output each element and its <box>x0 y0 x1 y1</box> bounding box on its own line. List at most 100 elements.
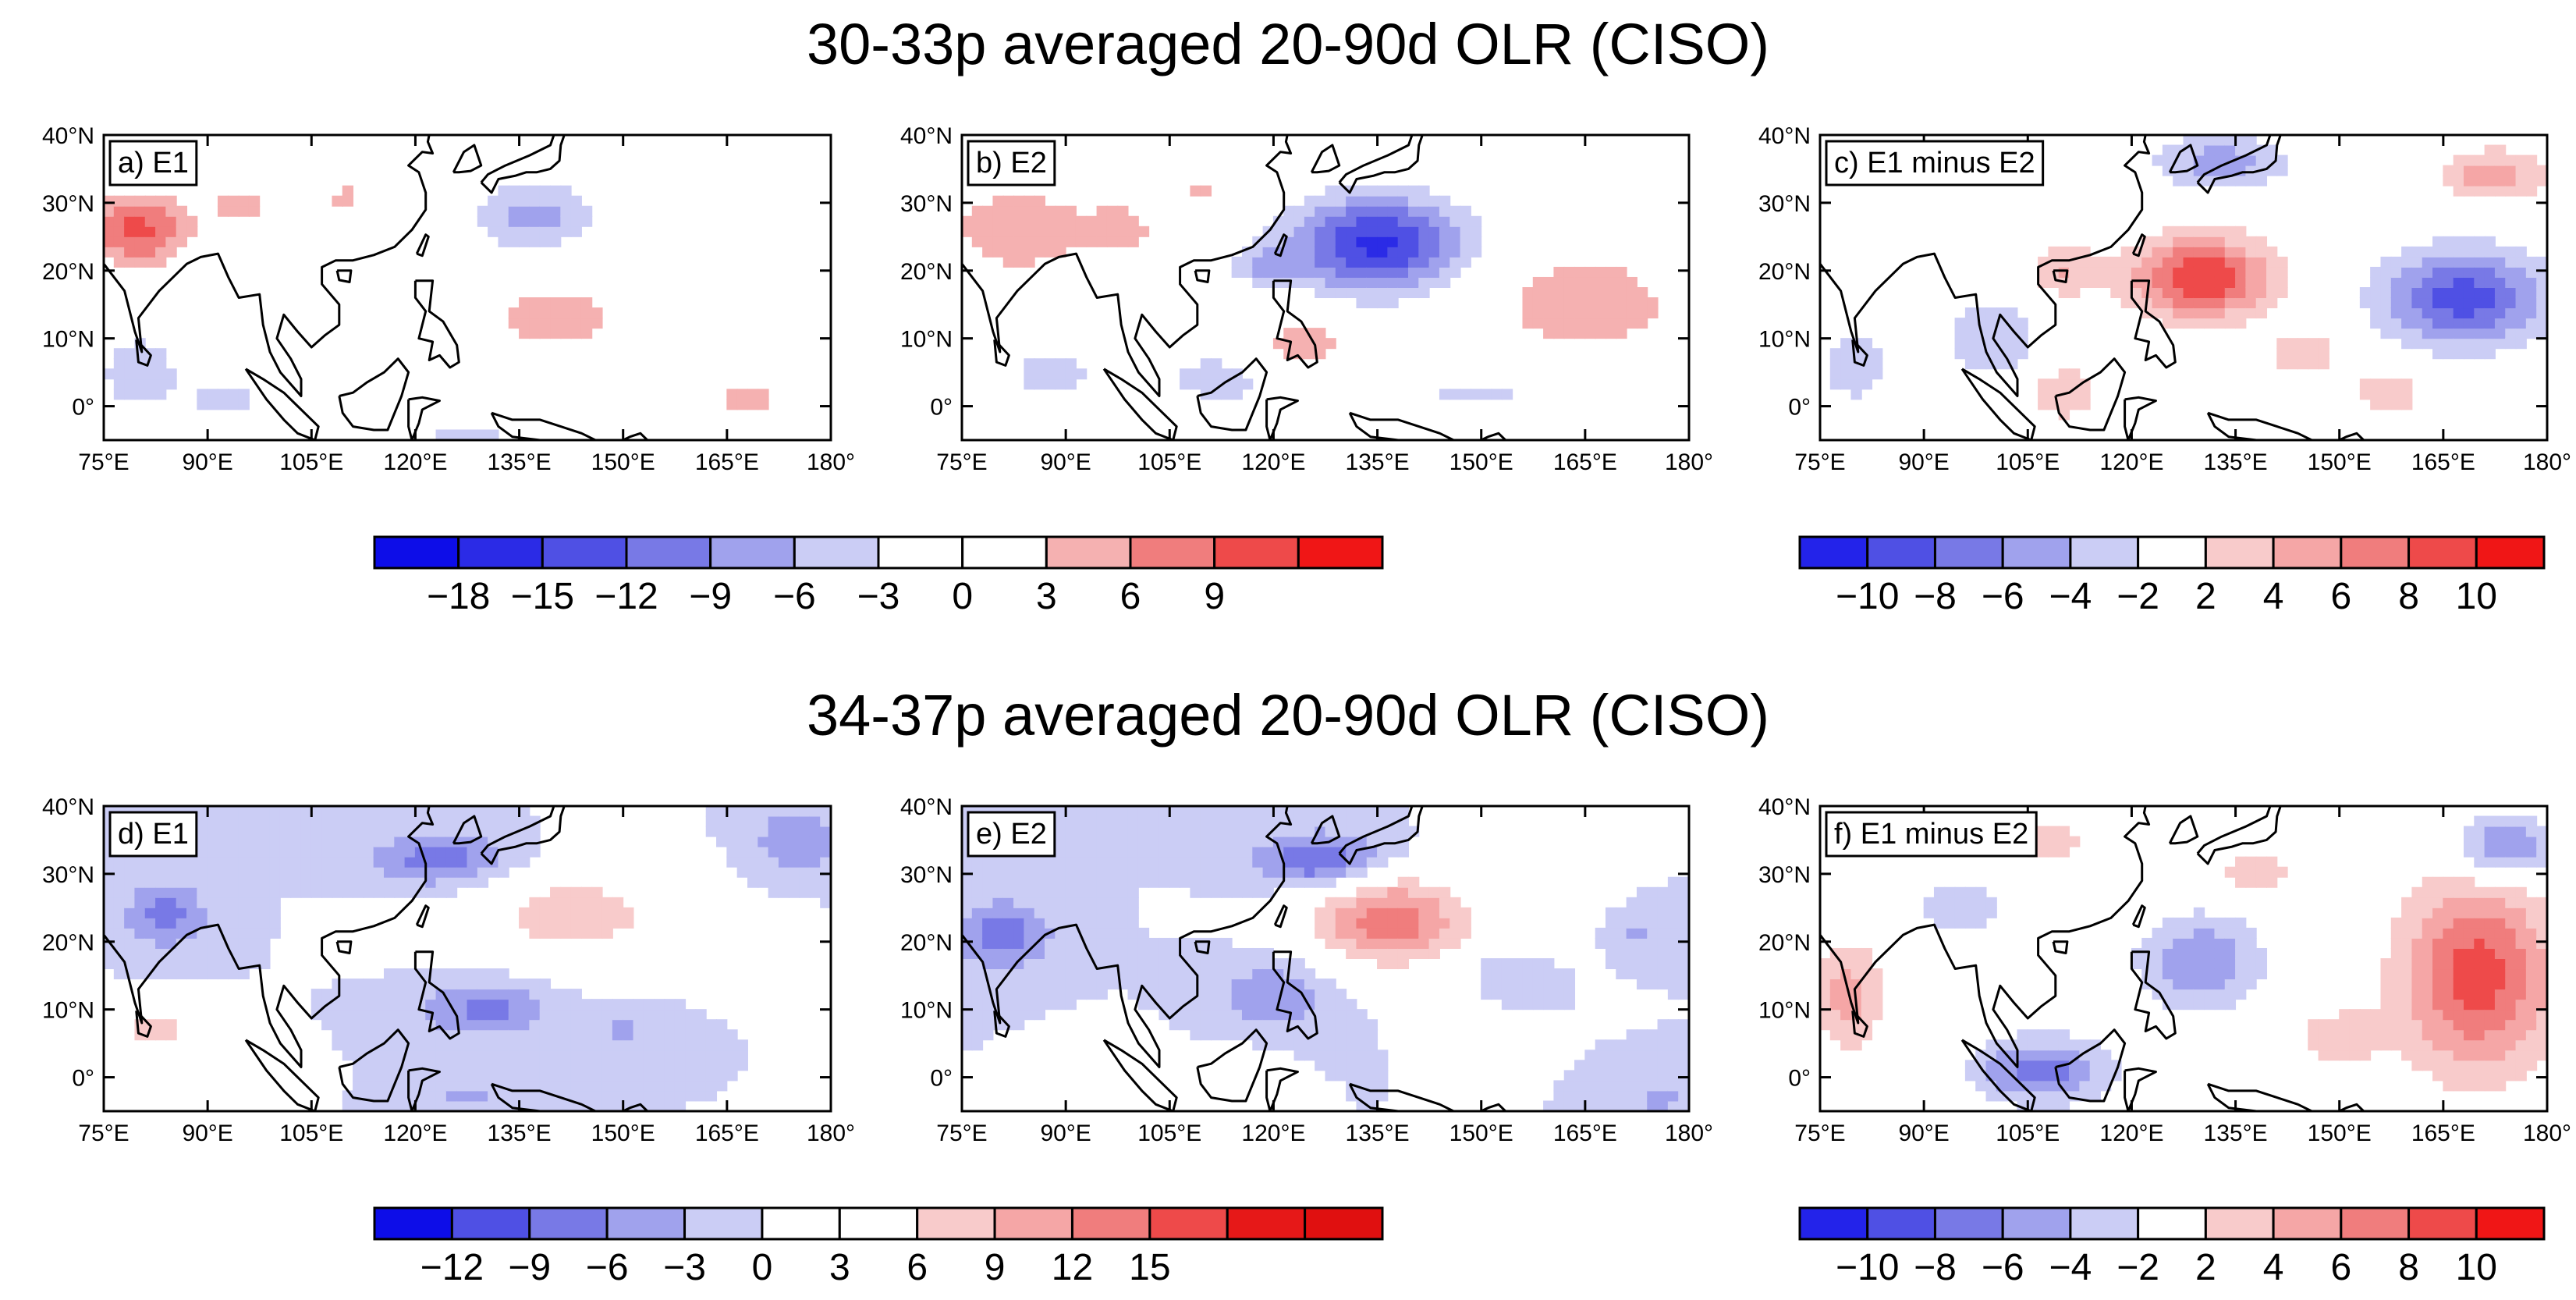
field-cell <box>1605 927 1617 939</box>
field-cell <box>716 1039 728 1051</box>
field-cell <box>789 846 800 858</box>
field-cell <box>425 1090 437 1102</box>
field-cell <box>2308 358 2319 370</box>
field-cell <box>962 886 973 898</box>
field-cell <box>2411 886 2423 898</box>
field-cell <box>477 999 489 1011</box>
field-cell <box>363 1100 374 1111</box>
field-cell <box>176 907 188 918</box>
field-cell <box>778 876 790 888</box>
field-cell <box>1563 297 1576 309</box>
colorbar-swatch <box>2407 535 2478 570</box>
field-cell <box>269 917 281 929</box>
field-cell <box>113 897 126 908</box>
field-cell <box>2443 947 2454 959</box>
coastline <box>962 135 1293 397</box>
field-cell <box>445 979 458 990</box>
field-cell <box>2245 287 2257 299</box>
field-cell <box>1075 856 1088 868</box>
field-cell <box>1366 907 1378 918</box>
field-cell <box>197 927 208 939</box>
field-cell <box>1829 1019 1842 1031</box>
field-cell <box>2380 958 2392 970</box>
field-cell <box>529 846 541 858</box>
field-cell <box>2401 378 2413 390</box>
field-cell <box>2411 246 2423 258</box>
field-cell <box>612 1100 624 1111</box>
colorbar-swatch <box>2475 535 2546 570</box>
field-cell <box>2245 979 2257 990</box>
field-cell <box>992 236 1004 247</box>
field-cell <box>165 205 177 217</box>
field-cell <box>2484 155 2496 166</box>
field-cell <box>1678 1070 1689 1082</box>
field-cell <box>155 205 167 217</box>
field-cell <box>394 1009 406 1021</box>
field-cell <box>2328 1019 2340 1031</box>
field-cell <box>1075 968 1088 980</box>
field-cell <box>456 999 468 1011</box>
field-cell <box>539 1100 552 1111</box>
field-cell <box>1356 215 1368 227</box>
field-cell <box>1346 1070 1357 1082</box>
field-cell <box>1563 1090 1576 1102</box>
field-cell <box>1241 806 1254 817</box>
field-cell <box>982 246 994 258</box>
field-cell <box>1045 215 1056 227</box>
field-cell <box>1397 927 1410 939</box>
field-cell <box>1325 185 1336 197</box>
field-cell <box>2224 866 2237 878</box>
coastline <box>135 1010 152 1038</box>
field-cell <box>1148 836 1160 847</box>
field-cell <box>1387 185 1399 197</box>
field-cell <box>425 826 437 837</box>
field-cell <box>1293 876 1305 888</box>
field-cell <box>2069 246 2081 258</box>
field-cell <box>2183 236 2195 247</box>
colorbar-swatch <box>1798 535 1869 570</box>
field-cell <box>1861 979 1873 990</box>
field-cell <box>2152 947 2163 959</box>
field-cell <box>1460 215 1471 227</box>
field-cell <box>789 876 800 888</box>
field-cell <box>2432 968 2444 980</box>
field-cell <box>2048 1029 2060 1041</box>
field-cell <box>445 1039 458 1051</box>
field-cell <box>2390 318 2403 329</box>
field-cell <box>2432 1070 2444 1082</box>
field-cell <box>1626 917 1637 929</box>
field-cell <box>778 886 790 898</box>
field-cell <box>1647 297 1659 309</box>
field-cell <box>2443 989 2454 1000</box>
field-cell <box>1840 338 1852 350</box>
field-cell <box>456 1009 468 1021</box>
field-cell <box>2432 979 2444 990</box>
field-cell <box>2443 1029 2454 1041</box>
field-cell <box>1106 826 1119 837</box>
field-cell <box>1356 287 1368 299</box>
field-cell <box>467 1060 478 1071</box>
panel-a-coastline <box>104 135 660 440</box>
field-cell <box>404 806 416 817</box>
field-cell <box>768 836 779 847</box>
y-tick-label: 10°N <box>900 998 953 1024</box>
field-cell <box>248 907 261 918</box>
colorbar-swatch <box>1148 1206 1229 1241</box>
field-cell <box>2328 1050 2340 1061</box>
field-cell <box>2463 276 2475 288</box>
field-cell <box>2235 876 2247 888</box>
field-cell <box>2069 1080 2081 1092</box>
field-cell <box>1262 958 1274 970</box>
field-cell <box>435 979 447 990</box>
y-tick-label: 0° <box>72 395 94 421</box>
field-cell <box>2494 318 2507 329</box>
field-cell <box>2224 989 2237 1000</box>
field-cell <box>207 886 218 898</box>
field-cell <box>1501 389 1513 400</box>
field-cell <box>2079 399 2091 410</box>
field-cell <box>674 1080 687 1092</box>
field-cell <box>1481 389 1492 400</box>
field-cell <box>1106 815 1119 827</box>
field-cell <box>248 876 261 888</box>
